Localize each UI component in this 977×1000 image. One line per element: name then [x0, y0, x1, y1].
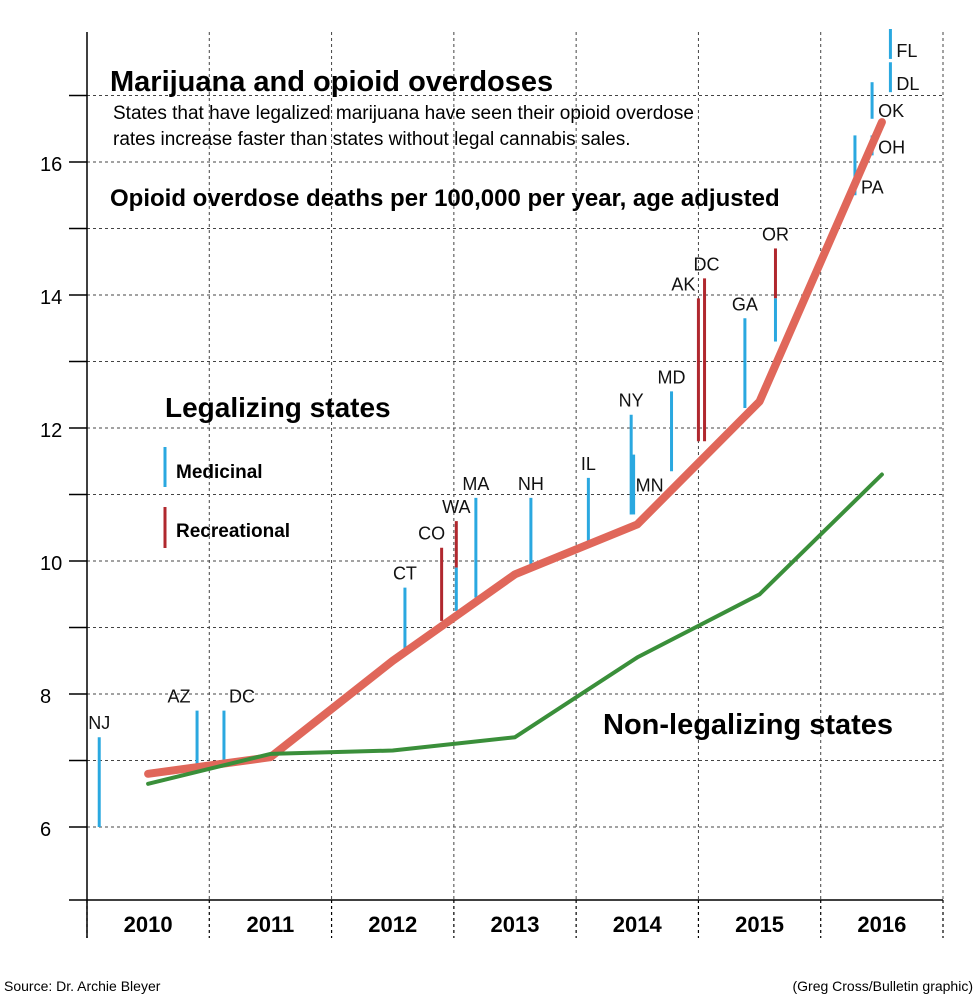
series-lines — [144, 118, 886, 786]
state-label-ak: AK — [671, 274, 695, 294]
x-tick-label: 2013 — [491, 912, 540, 937]
state-label-pa: PA — [861, 177, 884, 197]
y-tick-label: 10 — [40, 553, 62, 575]
x-tick-label: 2016 — [857, 912, 906, 937]
series-label-non-legalizing: Non-legalizing states — [603, 709, 893, 741]
chart-title: Marijuana and opioid overdoses — [110, 66, 553, 98]
series-line-non-legalizing — [146, 472, 884, 786]
source-note: Source: Dr. Archie Bleyer — [4, 978, 161, 994]
state-label-dc: DC — [229, 687, 255, 707]
x-tick-label: 2015 — [735, 912, 784, 937]
state-label-fl: FL — [896, 41, 917, 61]
legend-title: Legalizing states — [165, 392, 391, 423]
x-tick-label: 2014 — [613, 912, 663, 937]
state-label-md: MD — [658, 367, 686, 387]
state-label-wa: WA — [442, 497, 470, 517]
state-label-il: IL — [581, 454, 596, 474]
legend: Legalizing states Medicinal Recreational — [163, 392, 391, 548]
y-tick-label: 14 — [40, 287, 62, 309]
grid — [86, 32, 944, 938]
state-label-ma: MA — [462, 474, 489, 494]
legend-recreational-label: Recreational — [176, 521, 290, 542]
state-label-co: CO — [418, 524, 445, 544]
y-axis-ticks: 6 8 10 12 14 16 — [40, 94, 87, 841]
state-label-or: OR — [762, 224, 789, 244]
x-tick-label: 2011 — [247, 912, 295, 937]
state-label-ct: CT — [393, 564, 417, 584]
chart-subtitle-line-2: rates increase faster than states withou… — [113, 129, 631, 150]
state-label-nj: NJ — [88, 713, 110, 733]
y-tick-label: 16 — [40, 154, 62, 176]
x-tick-label: 2010 — [124, 912, 173, 937]
state-label-dc: DC — [694, 254, 720, 274]
state-label-ga: GA — [732, 294, 758, 314]
state-label-mn: MN — [636, 476, 664, 496]
state-label-nh: NH — [518, 474, 544, 494]
state-label-ny: NY — [619, 391, 644, 411]
y-axis-label: Opioid overdose deaths per 100,000 per y… — [110, 185, 780, 212]
y-tick-label: 12 — [40, 420, 62, 442]
series-line-legalizing — [144, 118, 886, 778]
y-tick-label: 6 — [40, 819, 51, 841]
state-label-ok: OK — [878, 101, 904, 121]
state-label-az: AZ — [168, 687, 191, 707]
chart-subtitle-line-1: States that have legalized marijuana hav… — [113, 103, 694, 124]
credit-note: (Greg Cross/Bulletin graphic) — [792, 978, 973, 994]
legend-medicinal-label: Medicinal — [176, 462, 263, 483]
y-tick-label: 8 — [40, 686, 51, 708]
state-label-dl: DL — [896, 74, 919, 94]
axes — [69, 32, 943, 938]
x-tick-label: 2012 — [368, 912, 417, 937]
x-axis-labels: 2010 2011 2012 2013 2014 2015 2016 — [124, 912, 907, 937]
state-label-oh: OH — [878, 137, 905, 157]
